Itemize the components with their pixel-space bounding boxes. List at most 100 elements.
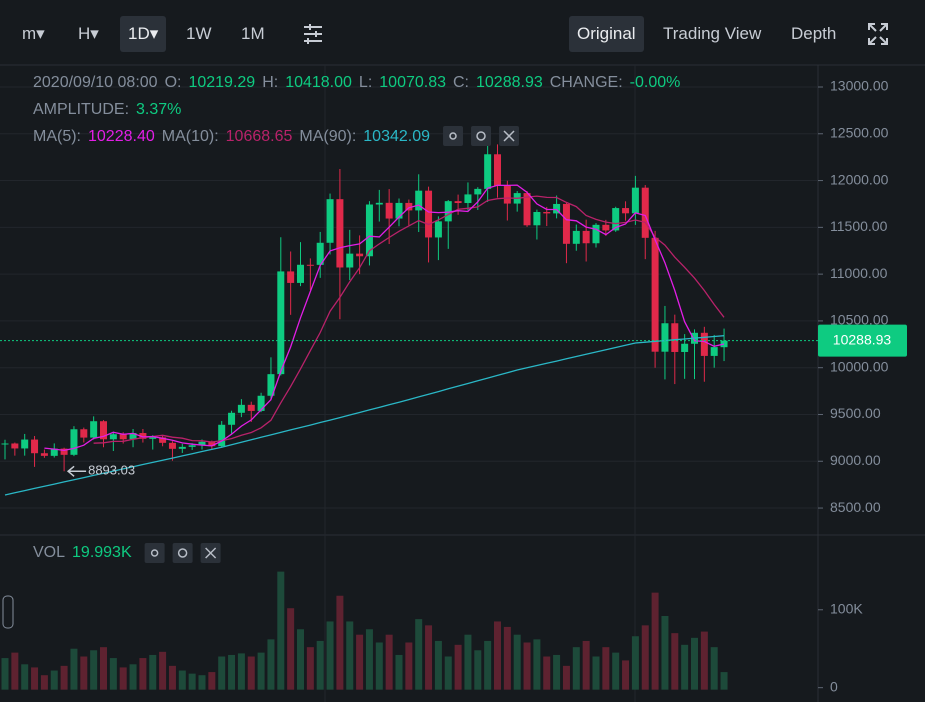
settings-icon[interactable]: [304, 24, 322, 44]
info-text: 10668.65: [226, 128, 293, 145]
volume-bar: [582, 640, 590, 690]
candle-body: [267, 374, 275, 396]
info-text: 2020/09/10 08:00: [33, 74, 158, 91]
candle-body: [346, 253, 354, 268]
volume-bar: [306, 647, 314, 690]
volume-bar: [484, 640, 492, 690]
info-text: CHANGE:: [550, 74, 623, 91]
candle-body: [237, 404, 245, 413]
view-button[interactable]: Trading View: [663, 24, 762, 43]
y-tick-label: 13000.00: [830, 78, 889, 94]
candle-body: [287, 271, 295, 283]
candle-body: [375, 202, 383, 205]
interval-button[interactable]: H▾: [78, 24, 99, 43]
candle-body: [503, 185, 511, 204]
volume-bar: [661, 616, 669, 690]
info-text: MA(90):: [299, 128, 356, 145]
volume-bar: [60, 665, 68, 690]
volume-bar: [228, 654, 236, 690]
volume-bar: [572, 647, 580, 690]
view-button[interactable]: Original: [569, 16, 644, 52]
volume-bar: [425, 625, 433, 690]
ma10-line: [93, 195, 725, 444]
interval-button[interactable]: 1M: [241, 24, 265, 43]
volume-bar: [415, 619, 423, 690]
candle-body: [100, 421, 107, 440]
interval-button[interactable]: 1W: [186, 24, 212, 43]
candle-body: [277, 271, 285, 375]
volume-bar: [31, 667, 39, 690]
close-icon[interactable]: [499, 126, 520, 146]
icon-bg: [471, 126, 492, 146]
candle-body: [671, 323, 679, 352]
settings-icon[interactable]: [172, 543, 193, 563]
close-icon[interactable]: [200, 543, 221, 563]
volume-bar: [11, 652, 19, 690]
candle-body: [533, 211, 541, 226]
scroll-handle[interactable]: [2, 595, 14, 629]
candle-body: [425, 190, 433, 238]
icon-bg: [172, 543, 193, 563]
volume-bar: [297, 629, 304, 690]
candle-body: [11, 443, 19, 449]
volume-bar: [80, 656, 88, 690]
info-text: 10418.00: [285, 74, 352, 91]
info-text: 10070.83: [379, 74, 446, 91]
fullscreen-icon[interactable]: [868, 23, 888, 45]
volume-bar: [553, 654, 561, 690]
info-text: 19.993K: [72, 544, 132, 561]
eye-icon[interactable]: [144, 543, 165, 563]
volume-bar: [710, 647, 718, 690]
y-tick-label: 12000.00: [830, 171, 889, 187]
interval-button[interactable]: 1D▾: [120, 16, 167, 52]
candle-body: [109, 434, 117, 440]
icon-x: [205, 547, 217, 559]
low-label: 8893.03: [88, 463, 135, 478]
candle-body: [681, 343, 689, 352]
interval-button[interactable]: m▾: [22, 24, 45, 43]
volume-bar: [444, 656, 452, 690]
volume-bar: [671, 633, 679, 690]
candle-body: [405, 202, 413, 211]
volume-bar: [336, 595, 344, 690]
volume-bar: [90, 650, 98, 690]
volume-bar: [287, 608, 295, 690]
candle-body: [168, 442, 176, 449]
info-text: L:: [359, 74, 372, 91]
candle-body: [710, 347, 718, 356]
candle-body: [592, 224, 600, 244]
volume-bar: [326, 621, 334, 690]
volume-bar: [503, 626, 511, 690]
candle-body: [602, 224, 610, 231]
info-text: MA(5):: [33, 128, 81, 145]
candle-body: [365, 204, 373, 257]
y-tick-label: 8500.00: [830, 499, 881, 515]
volume-bar: [375, 642, 383, 690]
volume-bar: [277, 571, 285, 690]
eye-icon[interactable]: [443, 126, 464, 146]
view-button[interactable]: Depth: [791, 24, 837, 43]
volume-bar: [691, 637, 698, 690]
icon-dot: [449, 132, 457, 140]
candle-body: [326, 199, 334, 243]
y-tick-label: 9500.00: [830, 405, 881, 421]
volume-bar: [681, 644, 689, 690]
candle-body: [612, 208, 620, 231]
settings-icon[interactable]: [471, 126, 492, 146]
volume-bar: [21, 664, 29, 690]
candle-body: [90, 421, 98, 438]
y-tick-label: 11500.00: [830, 218, 888, 234]
info-text: 10288.93: [476, 74, 543, 91]
candle-body: [31, 439, 39, 454]
volume-bar: [562, 665, 570, 690]
candle-body: [306, 264, 314, 266]
candle-body: [523, 193, 531, 226]
volume-bar: [405, 642, 413, 690]
info-text: 3.37%: [136, 101, 181, 118]
icon-path: [868, 23, 888, 45]
volume-bar: [257, 652, 265, 690]
y-tick-label: 9000.00: [830, 452, 881, 468]
low-arrow: [66, 465, 87, 477]
